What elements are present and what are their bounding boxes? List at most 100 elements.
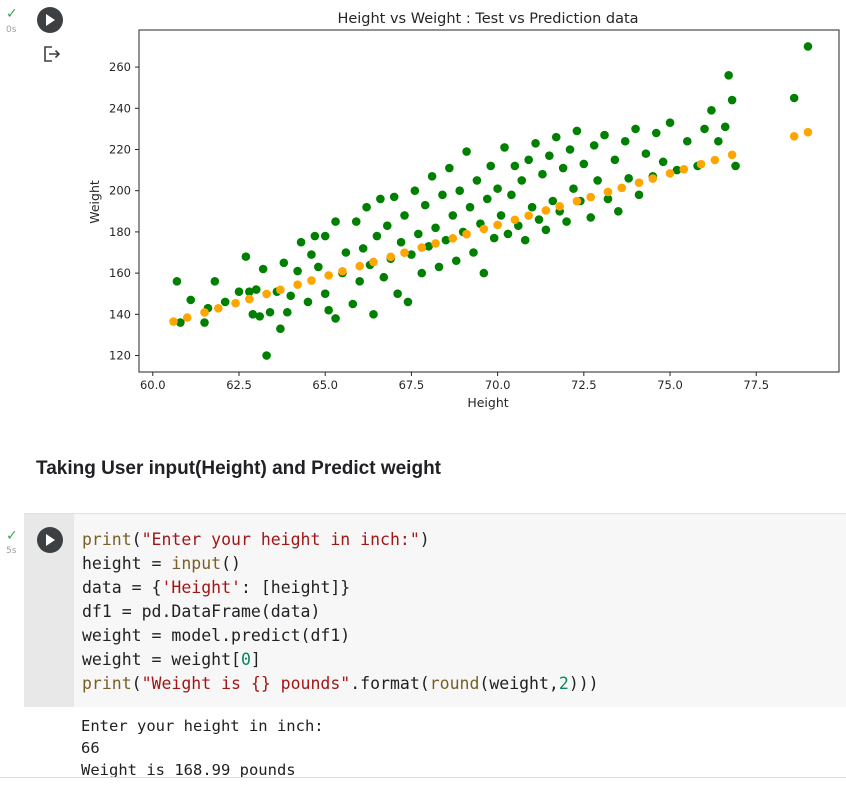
prediction-point	[324, 271, 333, 280]
test-data-point	[672, 165, 682, 175]
test-data-point	[245, 287, 254, 296]
test-data-point	[445, 163, 454, 173]
test-data-point	[307, 250, 316, 259]
test-data-point	[276, 324, 285, 334]
test-data-point	[493, 184, 502, 193]
prediction-point	[572, 196, 582, 206]
test-data-point	[665, 118, 675, 128]
test-data-point	[586, 213, 596, 222]
output-icon	[44, 46, 61, 62]
test-data-point	[541, 225, 551, 235]
test-data-point	[520, 235, 530, 245]
test-data-point	[393, 289, 402, 299]
test-data-point	[248, 310, 258, 319]
test-data-point	[486, 161, 496, 171]
test-data-point	[479, 268, 489, 278]
test-data-point	[403, 297, 413, 307]
y-tick-label: 160	[109, 266, 131, 280]
test-data-point	[579, 159, 589, 169]
code-cell: print("Enter your height in inch:") heig…	[24, 513, 846, 784]
test-data-point	[600, 130, 609, 140]
test-data-point	[658, 157, 668, 167]
test-data-point	[565, 145, 575, 154]
test-data-point	[572, 126, 582, 136]
prediction-point	[386, 252, 396, 262]
test-data-point	[614, 207, 623, 216]
test-data-point	[396, 237, 406, 247]
test-data-point	[172, 277, 182, 286]
test-data-point	[186, 295, 196, 305]
test-data-point	[610, 155, 620, 165]
prediction-point	[417, 243, 427, 252]
test-data-point	[631, 124, 640, 134]
test-data-point	[282, 307, 292, 317]
y-axis-label: Weight	[87, 180, 102, 224]
test-data-point	[517, 176, 527, 185]
prediction-point	[541, 206, 551, 215]
test-data-point	[314, 262, 323, 272]
prediction-point	[169, 317, 178, 326]
test-data-point	[438, 190, 447, 200]
test-data-point	[382, 221, 392, 231]
test-data-point	[472, 176, 482, 185]
test-data-point	[331, 217, 340, 226]
output-actions-button[interactable]	[42, 45, 62, 67]
check-icon: ✓	[6, 528, 18, 544]
test-data-point	[407, 250, 416, 259]
test-data-point	[469, 248, 478, 257]
output-line: Enter your height in inch:	[81, 717, 324, 735]
test-data-point	[320, 289, 330, 299]
test-data-point	[427, 171, 437, 181]
prediction-point	[276, 285, 285, 295]
test-data-point	[400, 211, 409, 220]
test-data-point	[210, 277, 220, 286]
prediction-point	[524, 211, 533, 220]
test-data-point	[462, 147, 471, 156]
test-data-point	[200, 318, 209, 327]
x-tick-label: 60.0	[140, 378, 166, 392]
test-data-point	[414, 229, 423, 239]
x-tick-label: 77.5	[743, 378, 769, 392]
test-data-point	[569, 184, 578, 193]
test-data-point	[431, 223, 440, 233]
run-cell-button[interactable]	[37, 527, 63, 553]
test-data-point	[176, 318, 185, 327]
test-data-point	[527, 202, 537, 212]
test-data-point	[500, 143, 509, 152]
x-tick-label: 72.5	[571, 378, 597, 392]
y-tick-label: 240	[109, 101, 131, 115]
test-data-point	[303, 297, 313, 307]
chart-title: Height vs Weight : Test vs Prediction da…	[337, 11, 638, 27]
prediction-point	[617, 183, 627, 193]
test-data-point	[534, 215, 544, 224]
check-icon: ✓	[6, 6, 18, 22]
test-data-point	[379, 272, 389, 282]
test-data-point	[548, 196, 558, 206]
test-data-point	[348, 299, 358, 309]
code-text[interactable]: print("Enter your height in inch:") heig…	[82, 530, 599, 693]
code-editor[interactable]	[74, 514, 846, 707]
y-tick-label: 180	[109, 225, 131, 239]
prediction-point	[586, 192, 596, 202]
y-tick-label: 120	[109, 349, 131, 363]
test-data-point	[241, 252, 251, 261]
scatter-chart: 60.0 62.5 65.0 67.5 70.0 72.5 75.0 77.5 120 140 1…	[87, 11, 840, 410]
prediction-point	[648, 174, 658, 183]
test-data-point	[296, 237, 306, 247]
prediction-point	[231, 298, 240, 308]
play-icon	[46, 14, 55, 26]
test-data-point	[234, 287, 244, 296]
test-data-point	[714, 136, 723, 146]
test-data-point	[589, 141, 599, 150]
prediction-point	[462, 229, 471, 239]
test-data-point	[465, 202, 475, 212]
prediction-point	[479, 224, 489, 234]
run-cell-button[interactable]	[37, 7, 63, 33]
x-axis-label: Height	[467, 395, 508, 410]
test-data-point	[434, 262, 444, 272]
test-data-point	[593, 176, 602, 185]
play-icon	[46, 534, 55, 546]
prediction-point	[262, 289, 271, 299]
test-data-point	[310, 231, 320, 241]
prediction-point	[727, 150, 737, 160]
